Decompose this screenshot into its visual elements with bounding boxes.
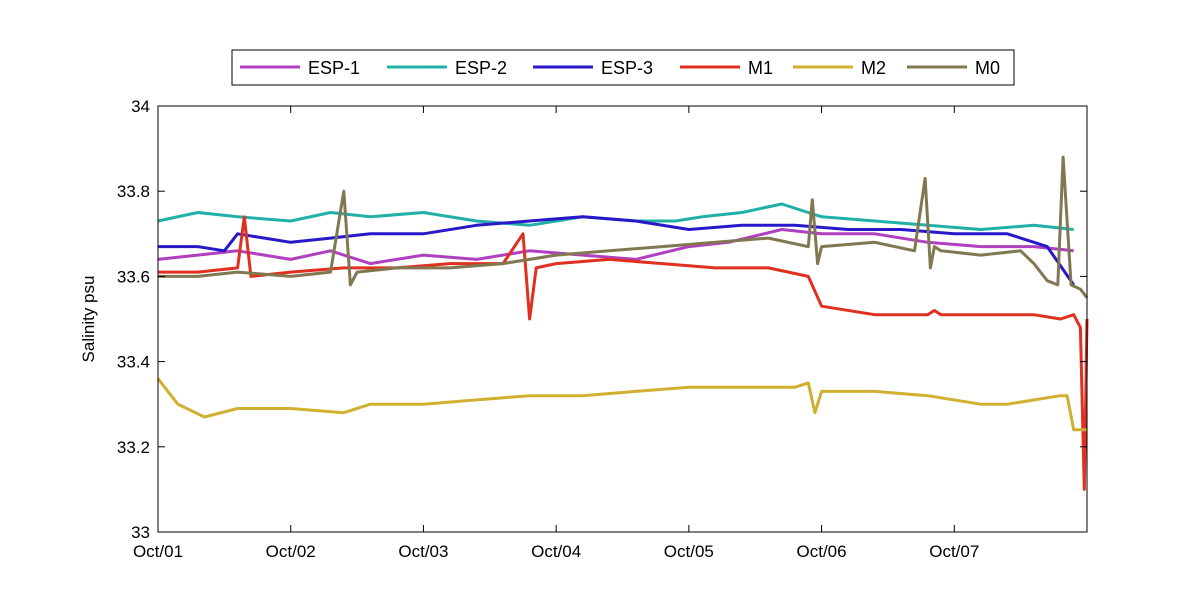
x-tick-label: Oct/04: [531, 542, 581, 561]
x-tick-label: Oct/05: [664, 542, 714, 561]
y-tick-label: 33.6: [117, 267, 150, 286]
y-axis-label: Salinity psu: [79, 276, 98, 363]
legend-label-m1: M1: [748, 58, 773, 78]
legend: ESP-1 ESP-2 ESP-3 M1 M2 M0: [231, 49, 1015, 86]
legend-label-esp-3: ESP-3: [601, 58, 653, 78]
series-line-m1: [158, 215, 1089, 491]
plot-area: [158, 106, 1087, 532]
y-tick-label: 34: [131, 97, 150, 116]
y-tick-label: 33.8: [117, 182, 150, 201]
y-tick-label: 33: [131, 523, 150, 542]
x-tick-label: Oct/02: [266, 542, 316, 561]
plot-frame: [157, 105, 1088, 533]
legend-label-esp-2: ESP-2: [455, 58, 507, 78]
legend-label-m2: M2: [861, 58, 886, 78]
y-tick-label: 33.4: [117, 353, 150, 372]
legend-label-m0: M0: [975, 58, 1000, 78]
series-line-esp-3: [158, 215, 1075, 286]
x-tick-label: Oct/01: [133, 542, 183, 561]
x-tick-label: Oct/06: [797, 542, 847, 561]
series-line-m0: [158, 155, 1089, 299]
x-tick-label: Oct/03: [398, 542, 448, 561]
series-line-esp-1: [157, 228, 1074, 266]
legend-box: [231, 49, 1015, 86]
legend-label-esp-1: ESP-1: [308, 58, 360, 78]
y-tick-label: 33.2: [117, 438, 150, 457]
ticks-layer: 33 33.2 33.4 33.6 33.8 34 Oct/01 Oct/02 Oct/03 Oc…: [117, 97, 1087, 561]
series-layer: [156, 155, 1089, 491]
series-line-m2: [156, 377, 1087, 432]
x-tick-label: Oct/07: [929, 542, 979, 561]
